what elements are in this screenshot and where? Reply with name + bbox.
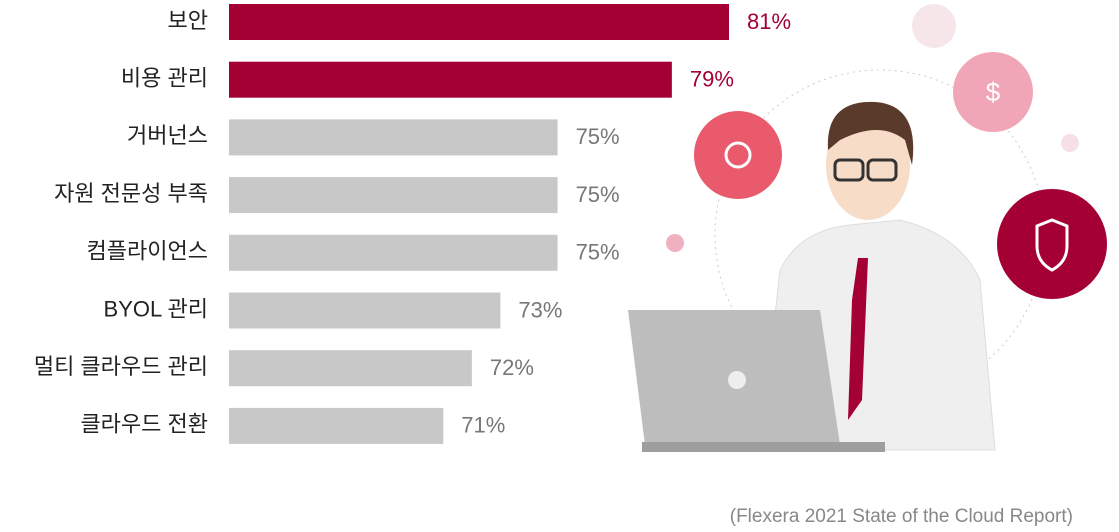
value-label: 75% <box>576 240 620 265</box>
laptop-base <box>642 442 885 452</box>
tools-icon <box>694 111 782 199</box>
value-label: 81% <box>747 9 791 34</box>
value-label: 71% <box>461 413 505 438</box>
bar <box>229 407 444 444</box>
glasses <box>866 158 898 182</box>
value-label: 73% <box>518 297 562 322</box>
bar <box>229 292 501 329</box>
tie <box>848 258 868 420</box>
money-symbol: $ <box>986 77 1001 107</box>
category-label: 컴플라이언스 <box>87 239 208 264</box>
category-label: 보안 <box>168 8 208 33</box>
value-label: 75% <box>576 182 620 207</box>
money-icon <box>953 52 1033 132</box>
value-label: 79% <box>690 67 734 92</box>
category-label: 멀티 클라우드 관리 <box>34 354 208 379</box>
bar <box>229 4 729 40</box>
bar <box>229 119 558 156</box>
bar <box>229 177 558 214</box>
laptop-logo <box>728 371 746 389</box>
security-icon <box>997 189 1107 299</box>
category-label: 자원 전문성 부족 <box>54 181 208 206</box>
bar <box>229 350 472 387</box>
deco-circle <box>666 234 684 252</box>
glasses <box>833 158 865 182</box>
bar <box>229 61 672 98</box>
illustration: $ <box>628 4 1107 452</box>
value-label: 75% <box>576 124 620 149</box>
gear <box>724 141 752 169</box>
hair <box>827 101 914 165</box>
bar <box>229 234 558 271</box>
category-label: 클라우드 전환 <box>80 412 208 437</box>
category-label: BYOL 관리 <box>104 296 208 321</box>
shield <box>1035 218 1069 272</box>
category-label: 비용 관리 <box>121 66 208 91</box>
category-label: 거버넌스 <box>127 123 208 148</box>
deco-circle <box>912 4 956 48</box>
source-note: (Flexera 2021 State of the Cloud Report) <box>730 506 1073 527</box>
deco-circle <box>1061 134 1079 152</box>
value-label: 72% <box>490 355 534 380</box>
